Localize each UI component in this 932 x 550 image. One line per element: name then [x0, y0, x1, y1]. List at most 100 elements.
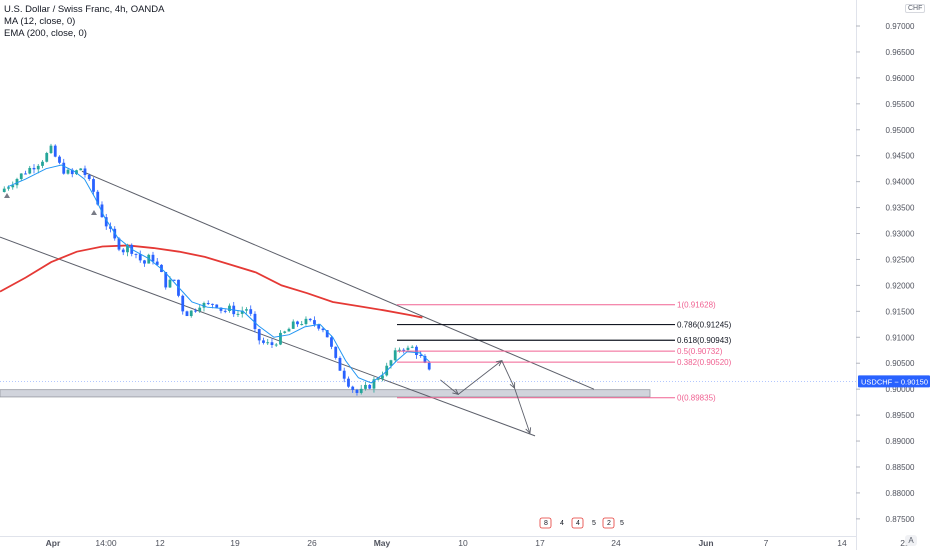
- candle-body: [49, 145, 53, 154]
- fibonacci-levels: 1(0.91628) 0.786(0.91245) 0.618(0.90943) 0.…: [397, 301, 732, 403]
- candle-body: [194, 310, 197, 312]
- candle-body: [219, 307, 223, 311]
- candle-body: [143, 260, 146, 264]
- candle-body: [313, 320, 316, 325]
- time-tick-label: 12: [155, 538, 165, 548]
- fib-label: 0.786(0.91245): [677, 321, 732, 330]
- price-tick-label: 0.91500: [886, 307, 915, 316]
- symbol-label: USDCHF: [861, 377, 893, 386]
- projection-segment: [440, 379, 459, 395]
- candle-body: [164, 272, 168, 288]
- candle-body: [151, 254, 155, 262]
- candle-body: [19, 173, 23, 179]
- candle-body: [321, 328, 325, 331]
- candle-body: [308, 318, 312, 321]
- chart-legend: U.S. Dollar / Swiss Franc, 4h, OANDA MA …: [4, 4, 164, 40]
- price-tick-label: 0.90000: [886, 385, 915, 394]
- candle-body: [330, 337, 333, 347]
- fib-label: 0.382(0.90520): [677, 358, 732, 367]
- time-tick-label: Apr: [46, 538, 61, 548]
- channel-lines: [0, 170, 595, 437]
- candle-body: [202, 303, 206, 308]
- candle-body: [279, 332, 282, 345]
- event-flag-icon: [602, 517, 615, 529]
- candle-body: [274, 344, 278, 346]
- price-label: − 0.90150: [894, 377, 928, 386]
- price-tick-label: 0.91000: [886, 333, 915, 342]
- candle-body: [28, 167, 32, 174]
- symbol-price-badge: USDCHF − 0.90150: [858, 375, 930, 388]
- time-tick-label: Jun: [698, 538, 713, 548]
- candle-body: [283, 331, 287, 333]
- candle-body: [45, 153, 49, 162]
- price-tick-label: 0.88500: [886, 463, 915, 472]
- candle-body: [172, 279, 176, 281]
- candle-body: [198, 307, 202, 312]
- candle-body: [104, 217, 108, 227]
- price-tick-label: 0.93000: [886, 230, 915, 239]
- price-tick-label: 0.89500: [886, 411, 915, 420]
- projection-segment: [501, 360, 515, 389]
- time-tick-label: 26: [307, 538, 317, 548]
- candle-body: [410, 346, 414, 348]
- candle-body: [257, 329, 261, 341]
- candle-body: [347, 378, 350, 387]
- time-tick-label: 17: [535, 538, 545, 548]
- candle-body: [185, 311, 189, 317]
- candle-body: [58, 156, 61, 163]
- candle-body: [419, 354, 423, 356]
- event-marker-label: 4: [560, 520, 564, 527]
- candle-body: [262, 340, 265, 343]
- price-axis: 0.97000 0.96500 0.96000 0.95500 0.95000 0.945…: [856, 22, 915, 524]
- candle-body: [296, 321, 299, 325]
- event-flag-icon: [539, 517, 552, 529]
- price-tick-label: 0.96500: [886, 48, 915, 57]
- legend-ma: MA (12, close, 0): [4, 16, 76, 27]
- time-tick-label: 10: [458, 538, 468, 548]
- price-tick-label: 0.92500: [886, 255, 915, 264]
- projection-segment: [514, 387, 531, 434]
- candle-body: [66, 169, 70, 174]
- time-tick-label: 24: [611, 538, 621, 548]
- price-tick-label: 0.87500: [886, 515, 915, 524]
- currency-label[interactable]: CHF: [905, 4, 926, 13]
- fib-label: 1(0.91628): [677, 301, 716, 310]
- projection-arrowhead: [525, 427, 532, 435]
- candle-body: [342, 370, 346, 379]
- projection-segment: [457, 360, 503, 395]
- candle-body: [189, 310, 193, 317]
- candle-body: [117, 238, 121, 250]
- fib-label: 0.618(0.90943): [677, 336, 732, 345]
- candle-body: [168, 279, 172, 288]
- candle-body: [15, 178, 19, 186]
- time-tick-label: May: [374, 538, 391, 548]
- candle-body: [109, 226, 112, 229]
- event-marker-label: 2: [607, 520, 611, 527]
- candle-body: [11, 185, 15, 188]
- price-tick-label: 0.92000: [886, 281, 915, 290]
- candle-body: [211, 303, 214, 305]
- fib-label: 0.5(0.90732): [677, 347, 723, 356]
- channel-line: [81, 170, 595, 390]
- price-tick-label: 0.93500: [886, 204, 915, 213]
- ema200-line: [0, 244, 423, 319]
- candle-body: [317, 324, 321, 329]
- candle-body: [92, 179, 95, 192]
- projection-arrows: [440, 359, 532, 435]
- candle-body: [36, 165, 40, 170]
- auto-scale-button[interactable]: A: [905, 535, 917, 546]
- candle-body: [364, 384, 367, 389]
- candle-body: [270, 342, 274, 345]
- candle-body: [7, 187, 10, 189]
- event-marker-label: 4: [576, 520, 580, 527]
- candle-body: [266, 342, 270, 344]
- candle-body: [304, 318, 308, 325]
- ma12-line: [7, 164, 431, 384]
- legend-title: U.S. Dollar / Swiss Franc, 4h, OANDA: [4, 4, 165, 15]
- candle-body: [291, 321, 295, 329]
- candle-body: [372, 379, 376, 389]
- candle-body: [253, 313, 257, 330]
- time-tick-label: 7: [764, 538, 769, 548]
- candle-body: [134, 253, 138, 255]
